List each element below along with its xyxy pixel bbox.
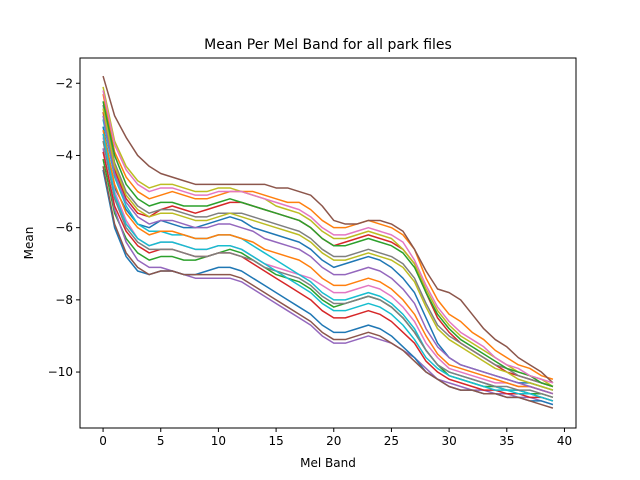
x-tick-label: 30 [441,434,456,448]
x-axis-label: Mel Band [300,456,356,470]
x-tick-label: 15 [268,434,283,448]
x-tick-label: 25 [384,434,399,448]
series-line-8 [102,86,554,388]
series-line-14 [102,115,554,395]
y-tick-label: −6 [55,221,73,235]
series-layer [102,75,554,409]
series-line-7 [102,104,554,388]
series-line-5 [102,75,554,384]
y-axis: −10 −8 −6 −4 −2 [48,76,80,379]
y-tick-label: −10 [48,365,73,379]
x-axis: 0 5 10 15 20 25 30 35 40 [99,428,572,448]
x-tick-label: 35 [499,434,514,448]
series-line-16 [102,90,554,384]
y-tick-label: −8 [55,293,73,307]
series-line-11 [102,130,554,395]
x-tick-label: 40 [557,434,572,448]
series-line-17 [102,140,554,399]
series-line-18 [102,108,554,391]
x-tick-label: 0 [99,434,107,448]
y-axis-label: Mean [22,227,36,260]
series-line-12 [102,101,554,388]
y-tick-label: −4 [55,148,73,162]
plot-frame [79,57,577,429]
series-line-1 [102,93,554,380]
series-line-15 [102,166,554,409]
x-tick-label: 20 [326,434,341,448]
y-tick-label: −2 [55,76,73,90]
x-tick-label: 10 [211,434,226,448]
x-tick-label: 5 [157,434,165,448]
chart-title: Mean Per Mel Band for all park files [204,37,452,53]
series-line-19 [102,133,554,402]
